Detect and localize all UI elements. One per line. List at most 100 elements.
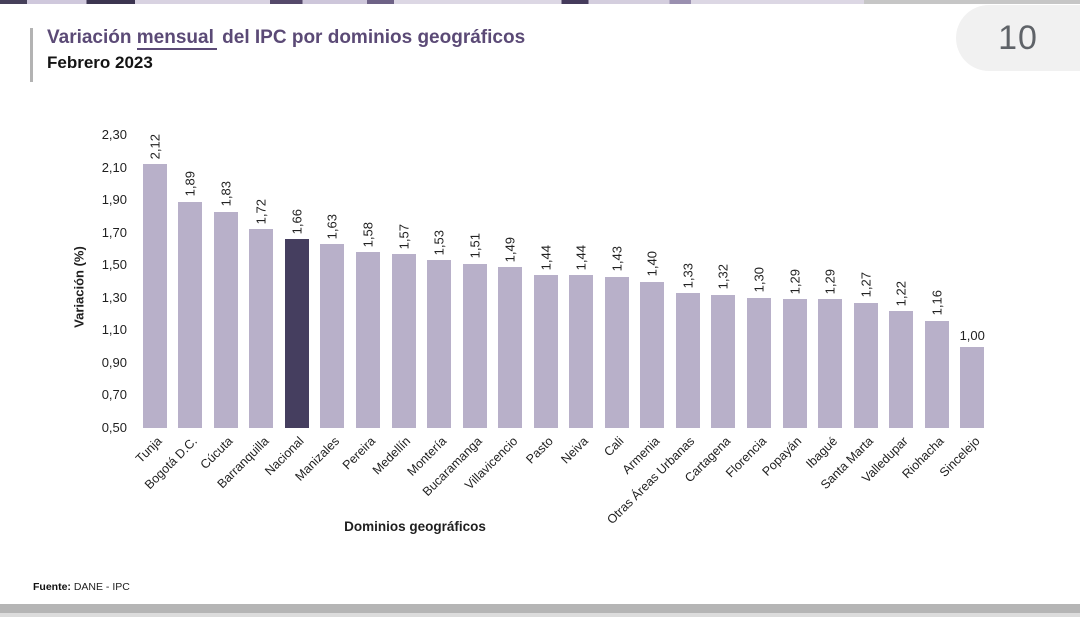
bar-value-label: 1,58 (360, 221, 376, 248)
bar-value-label: 1,22 (893, 280, 909, 306)
y-tick-label: 0,90 (101, 354, 127, 370)
bar-value-label: 1,83 (218, 181, 234, 207)
bar-column: 1,16 (919, 135, 955, 428)
bar-value-label: 1,16 (929, 290, 945, 316)
bar-column: 1,89 (173, 135, 209, 428)
page-number: 10 (998, 18, 1038, 57)
bar-column: 1,53 (421, 135, 457, 428)
bar-column: 1,30 (741, 135, 777, 428)
bar-value-label: 1,43 (609, 246, 625, 272)
slide-title: Variación mensual del IPC por dominios g… (47, 26, 525, 50)
source-text: DANE - IPC (70, 581, 130, 593)
bar-column: 1,66 (279, 135, 315, 428)
bar-column: 1,29 (812, 135, 848, 428)
bottom-edge (0, 604, 1080, 613)
bar-column: 1,58 (350, 135, 386, 428)
source-label: Fuente: (33, 581, 71, 593)
slide-header: Variación mensual del IPC por dominios g… (30, 26, 525, 82)
bar (675, 292, 700, 428)
y-tick-label: 1,50 (101, 257, 127, 273)
bar-column: 1,57 (386, 135, 422, 428)
y-tick-label: 1,90 (101, 192, 127, 208)
bar-value-label: 1,40 (644, 251, 660, 277)
bar-column: 1,44 (564, 135, 600, 428)
bar-column: 1,83 (208, 135, 244, 428)
title-accent-bar (30, 28, 33, 82)
bar-column: 1,33 (670, 135, 706, 428)
bar-value-label: 1,44 (538, 244, 554, 270)
bar-value-label: 1,53 (431, 230, 447, 256)
bar (746, 297, 771, 428)
bar-highlight (284, 239, 309, 428)
y-tick-label: 0,70 (101, 387, 127, 403)
bar (604, 276, 629, 428)
bar-column: 1,51 (457, 135, 493, 428)
y-tick-label: 1,70 (101, 224, 127, 240)
bar (853, 302, 878, 428)
bar-column: 1,43 (599, 135, 635, 428)
bar (498, 266, 523, 428)
bar-column: 1,00 (954, 135, 990, 428)
bar-value-label: 1,00 (959, 327, 985, 343)
bar (142, 164, 167, 428)
bar-value-label: 1,33 (680, 262, 696, 288)
bottom-edge-light (0, 613, 1080, 617)
bar (889, 310, 914, 428)
bar-column: 1,29 (777, 135, 813, 428)
bar-value-label: 2,12 (147, 134, 163, 160)
bar-value-label: 1,57 (396, 223, 412, 249)
bar-value-label: 1,63 (324, 213, 340, 240)
bar-value-label: 1,32 (715, 264, 731, 290)
bar-value-label: 1,51 (467, 233, 483, 259)
bar (711, 294, 736, 428)
bar (569, 275, 594, 428)
x-axis-title: Dominios geográficos (344, 519, 486, 534)
plot-area: Tunja 2,12 Bogotá D.C. 1,89 Cúcuta 1,83 Barran… (133, 134, 990, 527)
bar (356, 252, 381, 428)
bar-value-label: 1,27 (858, 272, 874, 298)
title-part1: Variación (47, 27, 137, 48)
bar-value-label: 1,66 (289, 208, 305, 235)
bar-column: 1,32 (706, 135, 742, 428)
bar-value-label: 1,30 (751, 267, 767, 293)
previous-slide-edge (0, 0, 1080, 4)
title-part2: del IPC por dominios geográficos (216, 27, 526, 48)
bar (924, 320, 949, 428)
bar (960, 346, 985, 428)
source-note: Fuente: DANE - IPC (33, 581, 130, 593)
bar-column: 1,40 (635, 135, 671, 428)
bar-value-label: 1,29 (787, 269, 803, 295)
bar-value-label: 1,89 (182, 171, 198, 197)
bar-column: 1,44 (528, 135, 564, 428)
y-tick-label: 2,10 (101, 159, 127, 175)
bar-value-label: 1,29 (822, 269, 838, 295)
y-tick-label: 2,30 (101, 127, 127, 142)
bar (391, 253, 416, 428)
y-tick-label: 0,50 (101, 420, 127, 435)
bar (249, 229, 274, 428)
bar-column: 1,49 (492, 135, 528, 428)
y-tick-label: 1,10 (101, 322, 127, 338)
bar (427, 260, 452, 428)
bar (213, 211, 238, 428)
bar-value-label: 1,44 (573, 244, 589, 270)
y-tick-label: 1,30 (101, 289, 127, 305)
bar-column: 1,22 (883, 135, 919, 428)
bar (462, 263, 487, 428)
bar-value-label: 1,49 (502, 236, 518, 262)
bar (782, 299, 807, 428)
page-number-badge: 10 (956, 5, 1080, 71)
title-underlined-word: mensual (136, 27, 217, 50)
bar (178, 201, 203, 428)
bar-column: 1,27 (848, 135, 884, 428)
slide-subtitle: Febrero 2023 (47, 52, 153, 72)
title-block: Variación mensual del IPC por dominios g… (47, 26, 525, 82)
bar-column: 1,63 (315, 135, 351, 428)
bar (818, 299, 843, 428)
bar-value-label: 1,72 (253, 199, 269, 225)
bar-column: 1,72 (244, 135, 280, 428)
bar (320, 244, 345, 428)
bar (640, 281, 665, 428)
